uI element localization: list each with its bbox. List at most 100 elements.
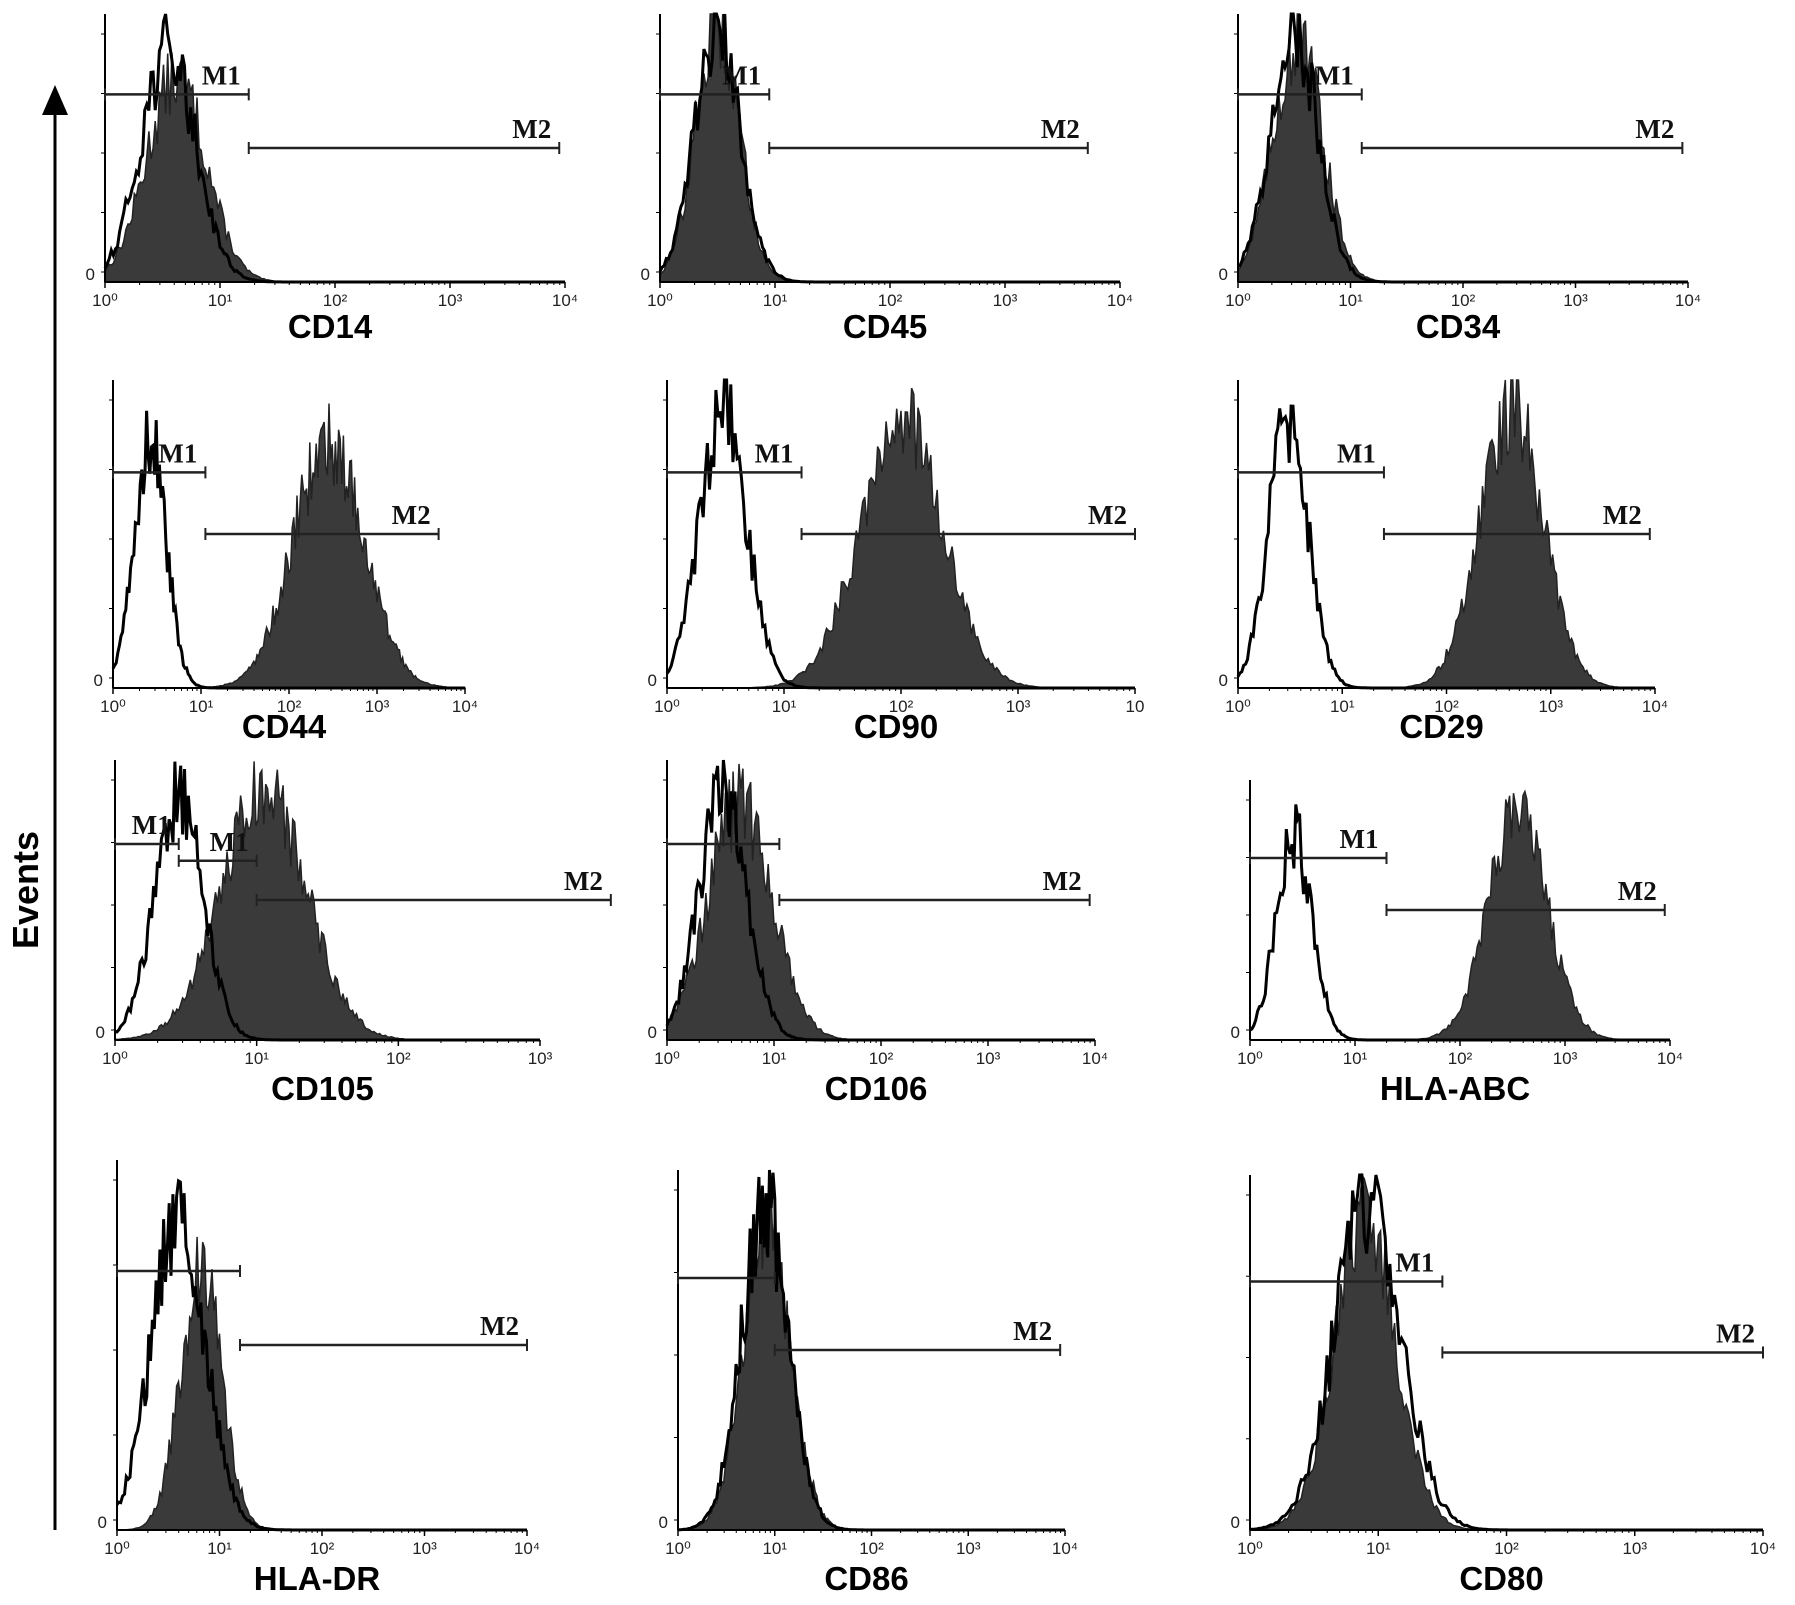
y-tick-label: 0	[1231, 1023, 1240, 1042]
panel-hla-dr: 0 10⁰ 10¹ 10² 10³ 10⁴ M2 HLA-DR	[98, 1160, 540, 1597]
x-tick-label: 10¹	[772, 697, 797, 716]
x-tick-label: 10³	[1006, 697, 1031, 716]
x-tick-label: 10²	[1448, 1049, 1473, 1068]
control-histogram	[1236, 404, 1655, 690]
x-tick-label: 10³	[412, 1539, 437, 1558]
marker-label: CD105	[271, 1070, 374, 1107]
control-histogram	[1249, 804, 1670, 1042]
panel-cd14: 0 10⁰ 10¹ 10² 10³ 10⁴ M1 M2 CD14	[86, 13, 578, 345]
x-tick-label: 10⁰	[654, 697, 680, 716]
gate-marker	[778, 894, 1091, 906]
gate-label: M2	[1041, 114, 1080, 144]
marker-label: CD44	[242, 708, 327, 745]
x-tick-label: 10⁰	[1225, 291, 1251, 310]
x-tick-label: 10²	[859, 1539, 884, 1558]
stained-histogram	[677, 1193, 1065, 1531]
gate-label: M2	[564, 866, 603, 896]
gate-marker	[1237, 88, 1363, 101]
gate-marker	[239, 1339, 528, 1351]
y-tick-label: 0	[86, 265, 95, 284]
y-tick-label: 0	[648, 671, 657, 690]
gate-marker	[177, 854, 258, 867]
marker-label: CD106	[825, 1070, 928, 1107]
x-tick-label: 10²	[869, 1049, 894, 1068]
gate-marker	[659, 88, 771, 101]
panel-cd45: 0 10⁰ 10¹ 10² 10³ 10⁴ M1 M2 CD45	[641, 12, 1133, 345]
panel-cd29: 0 10⁰ 10¹ 10² 10³ 10⁴ M1 M2 CD29	[1219, 379, 1668, 745]
x-tick-label: 10⁴	[1642, 697, 1668, 716]
x-tick-label: 10³	[976, 1049, 1001, 1068]
panel-cd106: 0 10⁰ 10¹ 10² 10³ 10⁴ M2 CD106	[648, 759, 1108, 1107]
stained-histogram	[104, 52, 565, 283]
gate-label: M1	[158, 438, 197, 468]
x-tick-label: 10³	[438, 291, 463, 310]
y-tick-label: 0	[1219, 671, 1228, 690]
gate-label: M1	[1340, 824, 1379, 854]
marker-label: HLA-ABC	[1380, 1070, 1530, 1107]
marker-label: CD29	[1399, 708, 1483, 745]
gate-marker	[1237, 466, 1385, 479]
marker-label: HLA-DR	[254, 1560, 381, 1597]
x-tick-label: 10¹	[208, 291, 233, 310]
x-tick-label: 10¹	[244, 1049, 269, 1068]
gate-marker	[112, 466, 207, 479]
gate-label: M2	[1635, 114, 1674, 144]
gate-marker	[1249, 1275, 1444, 1288]
x-tick-label: 10¹	[762, 1539, 787, 1558]
x-tick-label: 10⁴	[452, 697, 478, 716]
gate-marker	[773, 1344, 1062, 1356]
gate-marker	[247, 142, 561, 154]
gate-marker	[1360, 142, 1684, 154]
x-tick-label: 10¹	[1366, 1539, 1391, 1558]
x-tick-label: 10¹	[1343, 1049, 1368, 1068]
x-tick-label: 10²	[310, 1539, 335, 1558]
x-tick-label: 10³	[1553, 1049, 1578, 1068]
x-tick-label: 10²	[1434, 697, 1459, 716]
panel-cd80: 0 10⁰ 10¹ 10² 10³ 10⁴ M1 M2 CD80	[1231, 1172, 1776, 1597]
x-tick-label: 10³	[956, 1539, 981, 1558]
gate-marker	[116, 1265, 241, 1277]
x-tick-label: 10⁴	[1052, 1539, 1078, 1558]
gate-marker	[800, 528, 1136, 540]
x-tick-label: 10²	[386, 1049, 411, 1068]
panel-grid: 0 10⁰ 10¹ 10² 10³ 10⁴ M1 M2 CD14 0 10⁰ 10¹ 10² 10³ 10⁴…	[86, 12, 1776, 1597]
gate-label: M2	[392, 500, 431, 530]
gate-label: M2	[1088, 500, 1127, 530]
gate-label: M2	[1618, 876, 1657, 906]
x-tick-label: 10¹	[763, 291, 788, 310]
gate-marker	[204, 528, 440, 540]
marker-label: CD80	[1459, 1560, 1543, 1597]
y-tick-label: 0	[98, 1513, 107, 1532]
gate-marker	[1382, 528, 1651, 540]
gate-marker	[1249, 852, 1388, 864]
x-tick-label: 10⁰	[665, 1539, 691, 1558]
x-tick-label: 10²	[889, 697, 914, 716]
x-tick-label: 10⁰	[1237, 1539, 1263, 1558]
y-axis-label: Events	[5, 831, 46, 949]
panel-hla-abc: 0 10⁰ 10¹ 10² 10³ 10⁴ M1 M2 HLA-ABC	[1231, 780, 1683, 1107]
x-tick-label: 10	[1126, 697, 1145, 716]
gate-label: M1	[1395, 1248, 1434, 1278]
y-tick-label: 0	[96, 1023, 105, 1042]
marker-label: CD86	[824, 1560, 908, 1597]
x-tick-label: 10⁰	[654, 1049, 680, 1068]
gate-label: M2	[1603, 500, 1642, 530]
gate-label: M2	[512, 114, 551, 144]
y-tick-label: 0	[641, 265, 650, 284]
gate-marker	[1385, 904, 1666, 916]
gate-label: M2	[1013, 1316, 1052, 1346]
gate-label: M2	[1043, 866, 1082, 896]
x-tick-label: 10⁰	[92, 291, 118, 310]
x-tick-label: 10²	[277, 697, 302, 716]
x-tick-label: 10³	[1538, 697, 1563, 716]
gate-marker	[666, 838, 781, 850]
panel-cd86: 0 10⁰ 10¹ 10² 10³ 10⁴ M2 CD86	[659, 1169, 1078, 1597]
x-tick-label: 10¹	[762, 1049, 787, 1068]
panel-cd90: 0 10⁰ 10¹ 10² 10³ 10 M1 M2 CD90	[648, 378, 1145, 745]
stained-histogram	[116, 1236, 527, 1531]
x-tick-label: 10⁰	[100, 697, 126, 716]
gate-label: M1	[132, 810, 171, 840]
y-tick-label: 0	[1219, 265, 1228, 284]
x-tick-label: 10⁰	[104, 1539, 130, 1558]
